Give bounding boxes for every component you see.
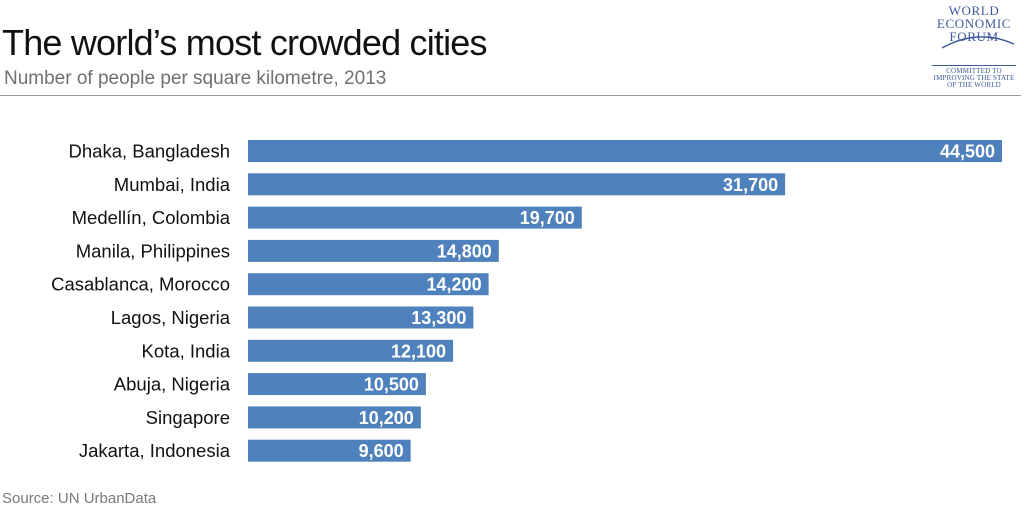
logo-name-line-1: WORLD bbox=[948, 3, 1000, 18]
bar-manila-philippines bbox=[248, 239, 499, 262]
category-label-kota-india: Kota, India bbox=[142, 340, 231, 361]
bar-medell-n-colombia bbox=[248, 206, 582, 229]
value-label-abuja-nigeria: 10,500 bbox=[364, 375, 419, 395]
bar-mumbai-india bbox=[248, 173, 786, 196]
category-label-abuja-nigeria: Abuja, Nigeria bbox=[114, 374, 231, 395]
category-label-dhaka-bangladesh: Dhaka, Bangladesh bbox=[69, 141, 230, 162]
logo-tagline-line-3: OF THE WORLD bbox=[947, 81, 1001, 89]
logo-tagline: COMMITTED TO IMPROVING THE STATE OF THE … bbox=[930, 68, 1018, 89]
bar-lagos-nigeria bbox=[248, 306, 474, 329]
bar-abuja-nigeria bbox=[248, 373, 426, 396]
value-label-kota-india: 12,100 bbox=[391, 341, 446, 361]
value-label-manila-philippines: 14,800 bbox=[437, 241, 492, 261]
category-label-manila-philippines: Manila, Philippines bbox=[76, 240, 230, 261]
value-label-singapore: 10,200 bbox=[359, 408, 414, 428]
bar-group: Dhaka, Bangladesh 44,500 Mumbai, India 31,7… bbox=[51, 140, 1002, 462]
world-economic-forum-logo: WORLD ECONOMIC FORUM COMMITTED TO IMPROV… bbox=[930, 4, 1018, 92]
category-label-singapore: Singapore bbox=[146, 407, 230, 428]
category-label-mumbai-india: Mumbai, India bbox=[114, 174, 231, 195]
value-label-lagos-nigeria: 13,300 bbox=[411, 308, 466, 328]
header-divider bbox=[0, 95, 1021, 96]
bar-dhaka-bangladesh bbox=[248, 140, 1002, 162]
bar-casablanca-morocco bbox=[248, 273, 489, 296]
category-label-jakarta-indonesia: Jakarta, Indonesia bbox=[79, 440, 231, 461]
logo-name-line-2: ECONOMIC bbox=[936, 16, 1012, 31]
category-label-casablanca-morocco: Casablanca, Morocco bbox=[51, 274, 230, 295]
logo-name: WORLD ECONOMIC FORUM bbox=[930, 4, 1018, 43]
logo-tagline-line-1: COMMITTED TO bbox=[946, 67, 1002, 75]
logo-tagline-line-2: IMPROVING THE STATE bbox=[933, 74, 1015, 82]
bar-kota-india bbox=[248, 339, 454, 362]
logo-divider bbox=[932, 65, 1016, 66]
value-label-mumbai-india: 31,700 bbox=[723, 175, 778, 195]
value-label-jakarta-indonesia: 9,600 bbox=[359, 441, 404, 461]
category-label-medell-n-colombia: Medellín, Colombia bbox=[72, 207, 231, 228]
bar-singapore bbox=[248, 406, 421, 429]
chart-subtitle: Number of people per square kilometre, 2… bbox=[4, 68, 387, 89]
category-label-lagos-nigeria: Lagos, Nigeria bbox=[111, 307, 231, 328]
source-note: Source: UN UrbanData bbox=[2, 490, 157, 507]
bar-jakarta-indonesia bbox=[248, 439, 411, 462]
value-label-medell-n-colombia: 19,700 bbox=[520, 208, 575, 228]
value-label-casablanca-morocco: 14,200 bbox=[427, 275, 482, 295]
chart-title: The world’s most crowded cities bbox=[2, 22, 488, 63]
logo-arc-icon bbox=[941, 36, 1015, 49]
value-label-dhaka-bangladesh: 44,500 bbox=[940, 142, 995, 162]
